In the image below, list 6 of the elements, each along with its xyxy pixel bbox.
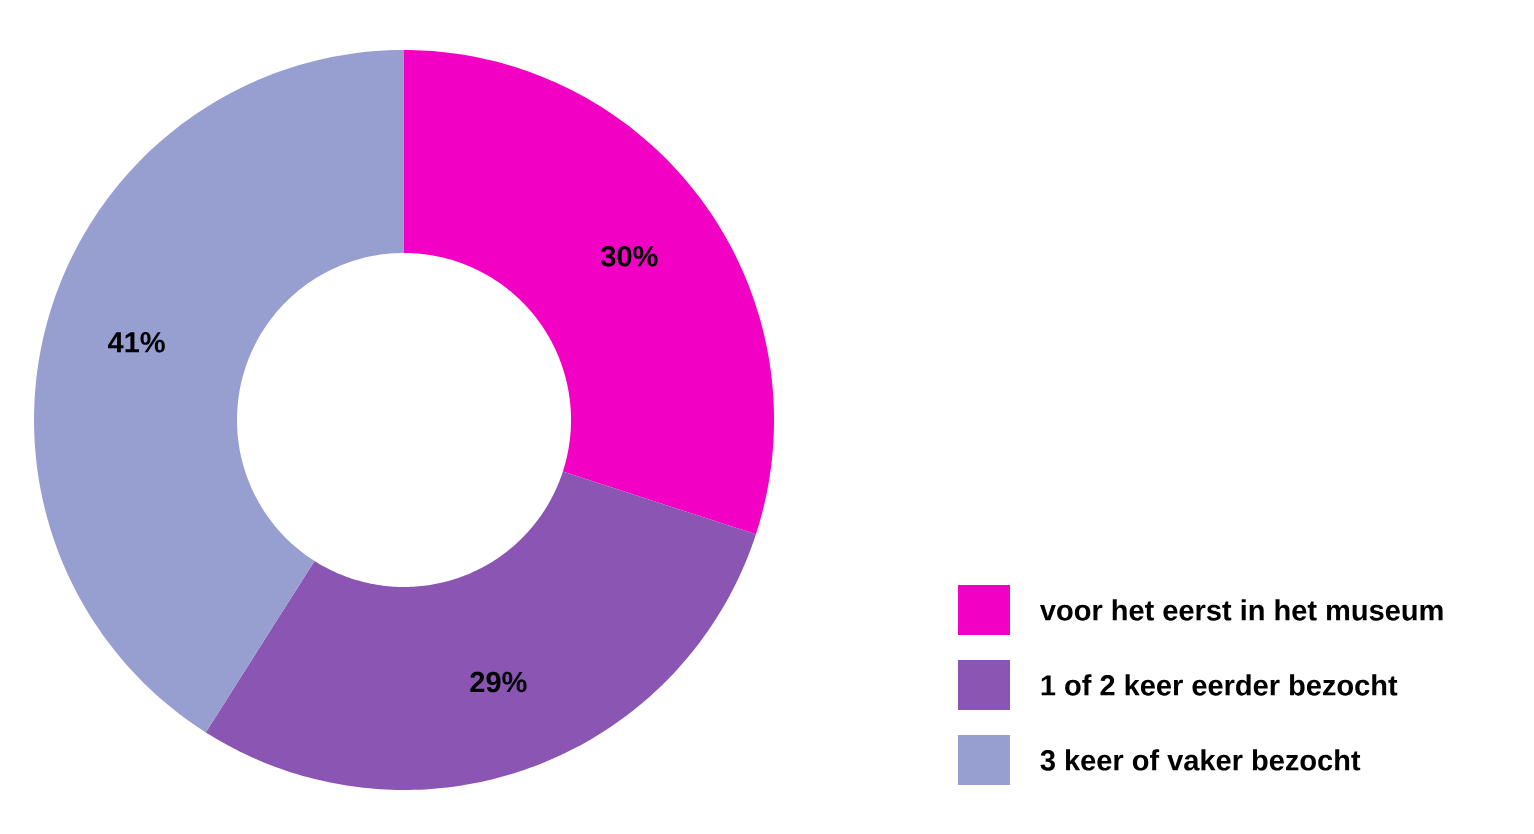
data-label: 41% (107, 332, 165, 353)
legend-label: 3 keer of vaker bezocht (1040, 749, 1361, 771)
legend-label: voor het eerst in het museum (1039, 599, 1443, 621)
legend-label: 1 of 2 keer eerder bezocht (1041, 674, 1398, 696)
data-label: 30% (600, 246, 658, 267)
data-label: 29% (470, 671, 527, 693)
